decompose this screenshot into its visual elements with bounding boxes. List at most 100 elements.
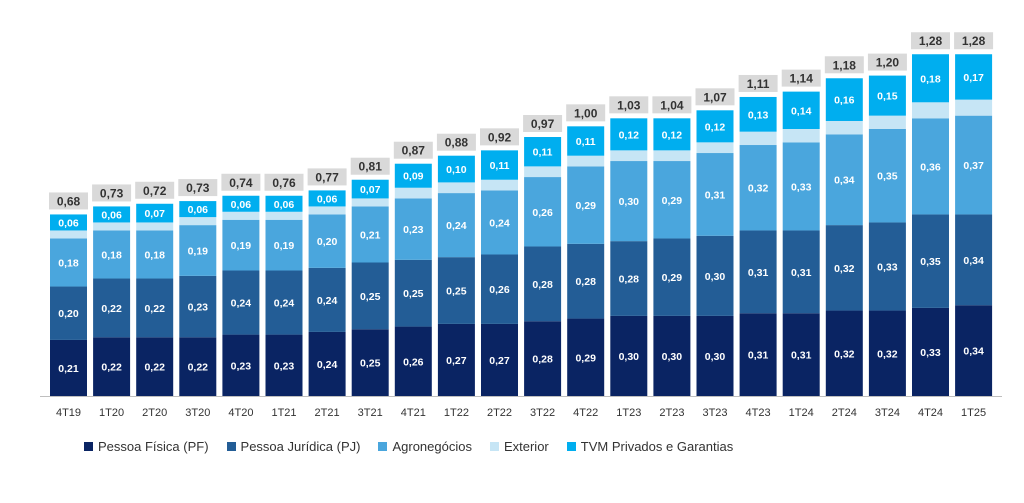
total-label-box	[178, 179, 218, 197]
legend-label: Pessoa Jurídica (PJ)	[240, 439, 361, 454]
total-label-box	[781, 69, 821, 87]
x-tick-label: 1T23	[616, 407, 641, 419]
total-value-label: 0,88	[445, 136, 469, 150]
segment-value-label: 0,23	[188, 302, 209, 314]
x-tick-label: 1T21	[271, 407, 296, 419]
bar-segment	[437, 155, 475, 183]
segment-value-label: 0,18	[920, 73, 941, 85]
bar-segment	[868, 310, 906, 396]
bar-segment	[696, 153, 734, 236]
segment-value-label: 0,30	[705, 351, 726, 363]
segment-value-label: 0,09	[403, 171, 424, 183]
total-value-label: 0,74	[229, 176, 253, 190]
bar-segment	[782, 129, 820, 143]
bar-segment	[782, 313, 820, 396]
total-label-box	[307, 168, 347, 186]
segment-value-label: 0,30	[619, 196, 640, 208]
bar-segment	[437, 257, 475, 324]
segment-value-label: 0,17	[963, 72, 984, 84]
total-value-label: 1,07	[703, 90, 727, 104]
bar-segment	[179, 225, 217, 276]
segment-value-label: 0,07	[144, 208, 165, 220]
legend-item: TVM Privados e Garantias	[566, 439, 733, 454]
bar-segment	[653, 315, 691, 396]
legend-item: Agronegócios	[378, 439, 472, 454]
segment-value-label: 0,34	[834, 175, 855, 187]
legend-swatch	[489, 442, 499, 451]
bar-segment	[653, 118, 691, 151]
segment-value-label: 0,29	[575, 352, 596, 364]
total-value-label: 0,77	[315, 170, 339, 184]
bar-segment	[868, 75, 906, 116]
bar-segment	[136, 337, 174, 396]
total-value-label: 1,28	[919, 34, 943, 48]
segment-value-label: 0,31	[791, 350, 812, 362]
segment-value-label: 0,12	[662, 129, 683, 141]
total-label-box	[954, 32, 994, 50]
x-tick-label: 1T22	[444, 407, 469, 419]
segment-value-label: 0,28	[575, 276, 596, 288]
legend-item: Pessoa Jurídica (PJ)	[226, 439, 361, 454]
segment-value-label: 0,30	[619, 351, 640, 363]
x-tick-label: 1T25	[961, 407, 986, 419]
segment-value-label: 0,33	[791, 181, 812, 193]
bar-segment	[567, 166, 605, 244]
x-tick-label: 2T20	[142, 407, 167, 419]
segment-value-label: 0,12	[705, 121, 726, 133]
segment-value-label: 0,32	[877, 348, 898, 360]
total-label-box	[738, 74, 778, 92]
x-tick-label: 4T21	[401, 407, 426, 419]
bar-segment	[912, 214, 949, 308]
segment-value-label: 0,25	[360, 358, 381, 370]
bar-segment	[696, 235, 734, 316]
legend-item: Exterior	[489, 439, 549, 454]
segment-value-label: 0,33	[877, 262, 898, 274]
segment-value-label: 0,25	[360, 291, 381, 303]
segment-value-label: 0,19	[188, 245, 209, 257]
segment-value-label: 0,31	[791, 267, 812, 279]
bar-segment	[696, 110, 734, 143]
bar-segment	[481, 179, 518, 191]
total-value-label: 1,03	[617, 98, 641, 112]
bar-segment	[179, 217, 217, 226]
segment-value-label: 0,31	[705, 189, 726, 201]
segment-value-label: 0,22	[144, 362, 165, 374]
bar-segment	[524, 177, 562, 247]
total-value-label: 0,72	[143, 184, 167, 198]
segment-value-label: 0,35	[877, 171, 898, 183]
bar-segment	[93, 230, 131, 279]
x-tick-label: 1T20	[99, 407, 124, 419]
total-label-box	[436, 133, 476, 151]
bar-segment	[394, 326, 432, 396]
x-tick-label: 3T20	[185, 407, 210, 419]
segment-value-label: 0,23	[403, 224, 424, 236]
total-label-box	[393, 141, 433, 159]
bar-segment	[955, 99, 993, 116]
segment-value-label: 0,12	[619, 129, 640, 141]
x-tick-label: 4T24	[918, 407, 943, 419]
bar-segment	[524, 246, 562, 322]
bar-segment	[825, 78, 863, 121]
bar-segment	[567, 318, 605, 396]
bar-segment	[524, 137, 562, 167]
bar-segment	[394, 259, 432, 327]
bar-segment	[394, 187, 432, 199]
segment-value-label: 0,23	[274, 360, 295, 372]
total-value-label: 0,68	[57, 194, 81, 208]
bar-segment	[653, 161, 691, 239]
segment-value-label: 0,06	[188, 204, 209, 216]
total-value-label: 0,97	[531, 117, 555, 131]
bar-segment	[222, 195, 260, 212]
bar-segment	[610, 150, 648, 162]
legend-swatch	[566, 442, 576, 451]
bar-segment	[351, 198, 389, 207]
segment-value-label: 0,27	[489, 355, 510, 367]
total-label-box	[695, 88, 735, 106]
segment-value-label: 0,26	[532, 207, 553, 219]
segment-value-label: 0,20	[317, 236, 338, 248]
bar-segment	[136, 230, 174, 279]
bar-segment	[955, 54, 993, 100]
bar-segment	[93, 278, 131, 338]
x-tick-label: 1T24	[789, 407, 814, 419]
